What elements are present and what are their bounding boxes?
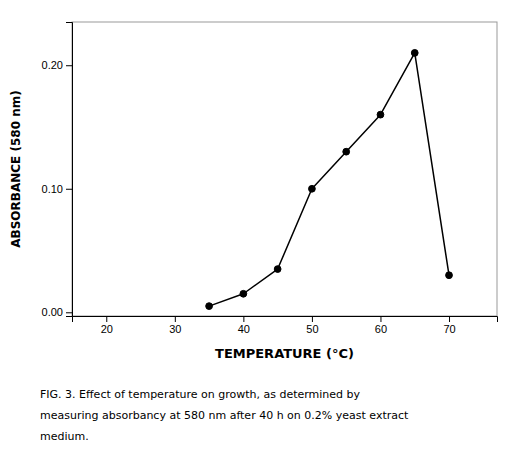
x-tick: 40 xyxy=(238,316,250,335)
x-tick-label: 50 xyxy=(306,323,318,335)
x-tick-label: 20 xyxy=(101,323,113,335)
marker xyxy=(343,148,350,155)
plot-frame xyxy=(72,22,497,316)
x-tick-mark xyxy=(312,316,313,322)
y-tick-mark xyxy=(66,65,72,66)
x-tick-mark xyxy=(106,316,107,322)
x-tick-mark xyxy=(175,316,176,322)
x-tick: 60 xyxy=(375,316,387,335)
x-axis-title: TEMPERATURE (°C) xyxy=(215,346,354,361)
marker xyxy=(411,49,418,56)
y-tick-mark xyxy=(66,312,72,313)
y-tick: 0.20 xyxy=(42,59,72,71)
y-tick-label: 0.10 xyxy=(42,183,63,195)
x-tick-mark xyxy=(380,316,381,322)
y-tick-mark xyxy=(66,189,72,190)
x-tick: 20 xyxy=(101,316,113,335)
line xyxy=(209,53,449,306)
x-tick-label: 60 xyxy=(375,323,387,335)
x-axis-line xyxy=(73,317,498,323)
x-tick-mark xyxy=(449,316,450,322)
x-tick: 50 xyxy=(306,316,318,335)
marker xyxy=(377,111,384,118)
marker xyxy=(240,290,247,297)
marker xyxy=(206,303,213,310)
x-tick-mark xyxy=(243,316,244,322)
y-tick: 0.10 xyxy=(42,183,72,195)
y-tick: 0.00 xyxy=(42,306,72,318)
marker xyxy=(274,266,281,273)
caption-line: FIG. 3. Effect of temperature on growth,… xyxy=(40,388,361,401)
x-tick: 70 xyxy=(443,316,455,335)
chart: 20 30 40 50 60 70 0.00 0.10 0.20 TEMPERATURE (°C)… xyxy=(0,0,527,476)
marker xyxy=(446,272,453,279)
caption: FIG. 3. Effect of temperature on growth,… xyxy=(40,388,409,443)
x-tick-label: 70 xyxy=(443,323,455,335)
x-tick-label: 40 xyxy=(238,323,250,335)
caption-line: measuring absorbancy at 580 nm after 40 … xyxy=(40,409,409,422)
marker xyxy=(309,185,316,192)
x-axis: 20 30 40 50 60 70 xyxy=(73,316,498,335)
y-tick-label: 0.20 xyxy=(42,59,63,71)
x-tick: 30 xyxy=(169,316,181,335)
y-axis-line xyxy=(66,23,73,317)
y-axis: 0.00 0.10 0.20 xyxy=(42,23,73,319)
plot-area: 20 30 40 50 60 70 0.00 0.10 0.20 TEMPERATURE (°C)… xyxy=(9,22,498,361)
y-axis-title: ABSORBANCE (580 nm) xyxy=(9,90,23,247)
series xyxy=(206,49,453,309)
x-tick-label: 30 xyxy=(169,323,181,335)
caption-line: medium. xyxy=(40,430,89,443)
y-tick-label: 0.00 xyxy=(42,306,63,318)
